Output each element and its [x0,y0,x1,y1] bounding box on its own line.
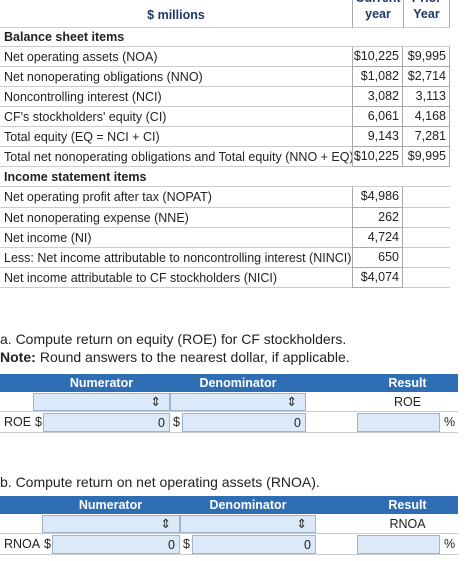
row-label: ROE [4,415,32,429]
column-header: Result [388,376,427,390]
note-text: Round answers to the nearest dollar, if … [36,349,350,365]
percent-sign: % [444,537,456,551]
row-label: Net nonoperating expense (NNE) [4,211,189,225]
numerator-dropdown[interactable]: ⇕ [33,393,170,411]
prior-value: 3,113 [403,87,450,107]
row-label: Total equity (EQ = NCI + CI) [4,130,160,144]
denominator-dropdown[interactable]: ⇕ [180,515,316,533]
numerator-input[interactable]: 0 [43,413,170,432]
table-row [0,28,450,47]
table-row [0,127,450,147]
table-row [0,107,450,127]
currency-sign: $ [44,537,51,551]
numerator-input[interactable]: 0 [52,535,180,554]
column-header: Denominator [199,376,277,390]
question-text: a. Compute return on equity (ROE) for CF… [0,331,347,347]
prior-value: $2,714 [403,67,450,87]
result-input[interactable] [357,413,440,432]
denominator-dropdown[interactable]: ⇕ [170,393,306,411]
prior-value: $9,995 [403,147,450,167]
table-row [0,392,458,412]
table-row [0,208,450,228]
table-row [0,248,450,268]
header-row [0,0,450,28]
row-label: Net operating profit after tax (NOPAT) [4,190,212,204]
current-value: $1,082 [352,67,403,87]
column-header: Denominator [209,498,287,512]
current-value: $10,225 [352,147,403,167]
prior-value: 7,281 [403,127,450,147]
column-header: Result [388,498,427,512]
current-value: 4,724 [352,228,403,248]
percent-sign: % [444,415,456,429]
units-header: $ millions [147,8,205,22]
table-row [0,514,458,534]
row-label: Net operating assets (NOA) [4,50,158,64]
row-label: Net income (NI) [4,231,92,245]
table-row [0,147,450,167]
note-label: Note: [0,349,36,365]
current-value: 9,143 [352,127,403,147]
table-row [0,67,450,87]
row-label: Less: Net income attributable to noncont… [4,251,352,265]
column-header: Numerator [69,376,134,390]
table-row [0,412,458,433]
row-label: Total net nonoperating obligations and T… [4,150,361,164]
prior-value: 4,168 [403,107,450,127]
result-input[interactable] [357,535,440,554]
currency-sign: $ [35,415,42,429]
header-bar [0,374,458,392]
row-label: CF's stockholders' equity (CI) [4,110,167,124]
header-bar [0,496,458,514]
table-row [0,167,450,187]
table-row [0,187,450,208]
prior-header: Prior Year [403,0,450,28]
numerator-dropdown[interactable]: ⇕ [42,515,180,533]
currency-sign: $ [183,537,190,551]
currency-sign: $ [173,415,180,429]
section-label: Income statement items [4,170,147,184]
result-name: RNOA [389,517,426,531]
table-row [0,268,450,288]
current-value: 6,061 [352,107,403,127]
current-value: 650 [352,248,403,268]
current-value: 262 [352,208,403,228]
table-row [0,87,450,107]
section-label: Balance sheet items [4,30,125,44]
row-label: Noncontrolling interest (NCI) [4,90,162,104]
current-value: $4,986 [352,187,403,208]
current-value: $10,225 [352,47,403,67]
prior-value: $9,995 [403,47,450,67]
denominator-input[interactable]: 0 [182,413,306,432]
column-header: Numerator [78,498,143,512]
table-row [0,534,458,555]
question-text: b. Compute return on net operating asset… [0,474,320,490]
current-value: 3,082 [352,87,403,107]
result-name: ROE [393,395,422,409]
row-label: Net income attributable to CF stockholde… [4,271,278,285]
denominator-input[interactable]: 0 [192,535,316,554]
current-header: Current year [352,0,403,28]
current-value: $4,074 [352,268,403,288]
row-label: Net nonoperating obligations (NNO) [4,70,203,84]
table-row [0,228,450,248]
row-label: RNOA [4,537,41,551]
table-row [0,47,450,67]
